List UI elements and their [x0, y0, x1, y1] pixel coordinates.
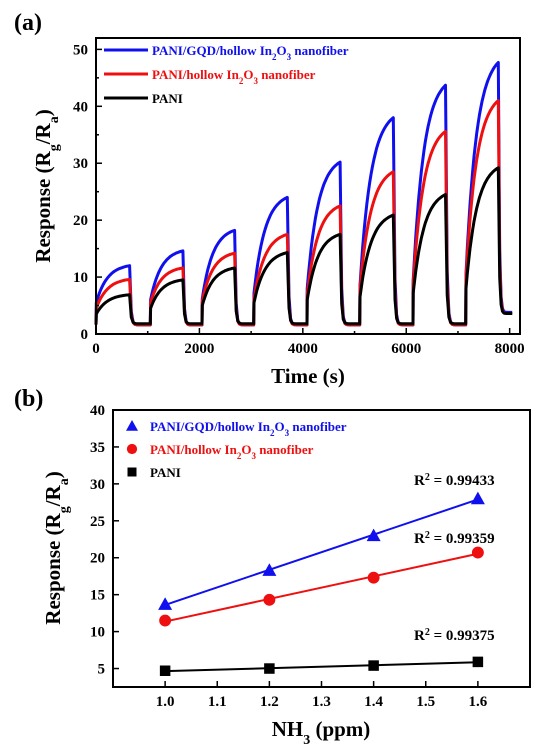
panel-b-point-1-1 — [263, 593, 276, 606]
panel-b-x-tick-label-2: 1.2 — [260, 694, 279, 710]
panel-b-annotations: R2 = 0.99433 R2 = 0.99359 R2 = 0.99375 — [414, 472, 495, 645]
panel-b-x-tick-label-4: 1.4 — [364, 694, 383, 710]
panel-a-label: (a) — [14, 10, 42, 36]
panel-b-point-2-2 — [368, 660, 379, 671]
panel-a-legend-label-0: PANI/GQD/hollow In2O3 nanofiber — [152, 43, 349, 62]
panel-b-ticks: 1.0 1.1 1.2 1.3 1.4 1.5 1.6 5 10 15 20 25 30 35 40 — [90, 403, 488, 710]
panel-b-legend: PANI/GQD/hollow In2O3 nanofiber PANI/holl… — [126, 419, 347, 480]
panel-b-legend-label-1: PANI/hollow In2O3 nanofiber — [150, 442, 314, 461]
panel-a-y-axis-title: Response (Rg/Ra) — [31, 109, 62, 262]
panel-b-r2-annotation-0: R2 = 0.99433 — [414, 472, 495, 490]
panel-a-x-tick-label-4: 8000 — [495, 341, 525, 357]
panel-b-legend-marker-0 — [126, 420, 138, 431]
panel-b-y-tick-label-1: 10 — [90, 625, 105, 641]
panel-a-x-tick-label-0: 0 — [92, 341, 100, 357]
panel-b-point-2-3 — [472, 656, 484, 668]
panel-b-legend-label-0: PANI/GQD/hollow In2O3 nanofiber — [150, 419, 347, 438]
panel-b-y-tick-label-3: 20 — [90, 551, 105, 567]
panel-b-point-0-3 — [470, 491, 485, 505]
panel-b-y-tick-label-2: 15 — [90, 588, 105, 604]
panel-a-y-tick-label-2: 20 — [73, 213, 88, 229]
panel-b-fit-line-1 — [164, 552, 479, 623]
panel-b-point-2-0 — [159, 665, 171, 676]
panel-b-label: (b) — [14, 386, 43, 412]
panel-b-fit-line-0 — [164, 498, 479, 606]
panel-b-r2-annotation-1: R2 = 0.99359 — [414, 530, 495, 548]
panel-b-point-0-1 — [262, 563, 277, 576]
panel-a-legend-label-1: PANI/hollow In2O3 nanofiber — [152, 67, 316, 86]
panel-a-x-axis-title: Time (s) — [271, 364, 345, 388]
panel-b-point-1-3 — [471, 546, 484, 559]
panel-a-series-line-2 — [94, 166, 513, 326]
panel-a-y-tick-label-0: 0 — [81, 327, 89, 343]
panel-b: (b) 1.0 1.1 1.2 1.3 1.4 1.5 1.6 5 10 15 20 25 30 35 40… — [14, 386, 531, 748]
panel-b-x-tick-label-6: 1.6 — [469, 694, 488, 710]
panel-a-legend: PANI/GQD/hollow In2O3 nanofiber PANI/holl… — [104, 43, 349, 106]
panel-a-plot-area — [94, 61, 513, 327]
panel-b-point-0-0 — [158, 597, 173, 610]
panel-a-y-tick-label-5: 50 — [73, 42, 88, 58]
panel-b-y-tick-label-0: 5 — [98, 662, 106, 678]
panel-b-y-tick-label-5: 30 — [90, 477, 105, 493]
panel-b-legend-marker-2 — [127, 467, 137, 477]
panel-b-point-1-2 — [367, 571, 380, 584]
panel-b-y-axis-title: Response (Rg/Ra) — [41, 471, 72, 624]
panel-b-point-1-0 — [159, 614, 172, 627]
panel-b-x-axis-title: NH3 (ppm) — [272, 717, 371, 748]
panel-b-y-tick-label-4: 25 — [90, 514, 105, 530]
panel-a-y-tick-label-1: 10 — [73, 270, 88, 286]
panel-b-fit-line-2 — [165, 661, 478, 673]
panel-a-legend-label-2: PANI — [152, 91, 183, 106]
panel-a: (a) 0 2000 4000 6000 8000 0 10 20 30 40 50 PANI/GQ… — [14, 10, 525, 388]
panel-a-ticks: 0 2000 4000 6000 8000 0 10 20 30 40 50 — [73, 42, 525, 357]
panel-a-x-tick-label-1: 2000 — [184, 341, 214, 357]
panel-b-x-tick-label-5: 1.5 — [416, 694, 435, 710]
panel-a-x-tick-label-2: 4000 — [288, 341, 318, 357]
panel-b-r2-annotation-2: R2 = 0.99375 — [414, 627, 495, 645]
panel-a-y-tick-label-3: 30 — [73, 156, 88, 172]
panel-b-y-tick-label-7: 40 — [90, 403, 105, 419]
panel-b-plot-area — [158, 491, 485, 676]
panel-b-point-2-1 — [264, 663, 275, 674]
panel-b-x-tick-label-3: 1.3 — [312, 694, 331, 710]
panel-a-x-tick-label-3: 6000 — [391, 341, 421, 357]
panel-b-x-tick-label-0: 1.0 — [156, 694, 175, 710]
panel-b-legend-marker-1 — [126, 443, 138, 455]
panel-b-legend-label-2: PANI — [150, 465, 181, 480]
panel-b-point-0-2 — [366, 528, 381, 542]
panel-b-y-tick-label-6: 35 — [90, 440, 105, 456]
panel-a-y-tick-label-4: 40 — [73, 99, 88, 115]
panel-b-x-tick-label-1: 1.1 — [208, 694, 227, 710]
panel-a-frame — [95, 37, 521, 335]
